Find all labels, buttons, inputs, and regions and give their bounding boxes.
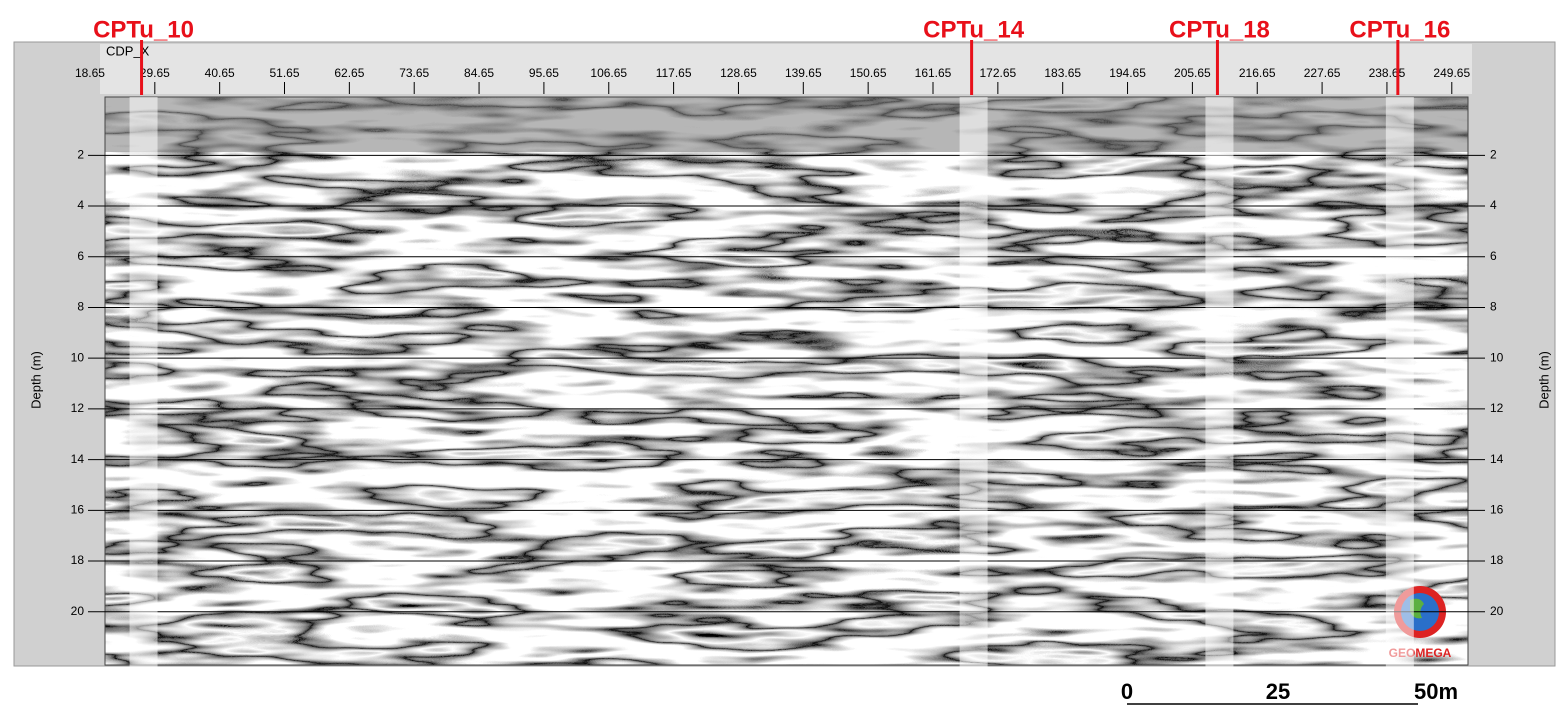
x-tick-label: 117.65 bbox=[656, 66, 692, 80]
y-axis-label: Depth (m) bbox=[28, 351, 43, 409]
x-tick-label: 29.65 bbox=[140, 66, 170, 80]
x-tick-label: 106.65 bbox=[590, 66, 627, 80]
y-tick-label-right: 6 bbox=[1490, 249, 1497, 263]
cpt-label: CPTu_16 bbox=[1349, 16, 1450, 43]
cpt-log-strip bbox=[960, 97, 988, 673]
y-tick-label: 14 bbox=[71, 452, 85, 466]
y-tick-label: 12 bbox=[71, 401, 85, 415]
x-tick-label: 73.65 bbox=[399, 66, 429, 80]
y-tick-label-right: 10 bbox=[1490, 350, 1504, 364]
x-tick-label: 205.65 bbox=[1174, 66, 1211, 80]
section-figure: CDP_X Depth (m) Depth (m) 0 25 50m GEOME… bbox=[0, 0, 1557, 714]
y-tick-label: 6 bbox=[77, 249, 84, 263]
scale-bar: 0 25 50m bbox=[1121, 679, 1458, 704]
x-tick-label: 40.65 bbox=[205, 66, 235, 80]
seismic-texture bbox=[105, 97, 1468, 665]
cpt-log-strip bbox=[130, 97, 158, 673]
x-tick-label: 194.65 bbox=[1109, 66, 1146, 80]
x-tick-label: 238.65 bbox=[1369, 66, 1406, 80]
y-tick-label: 20 bbox=[71, 604, 85, 618]
seismic-image bbox=[105, 97, 1468, 665]
y-tick-label: 4 bbox=[77, 198, 84, 212]
x-tick-label: 216.65 bbox=[1239, 66, 1276, 80]
x-tick-label: 84.65 bbox=[464, 66, 494, 80]
x-tick-label: 172.65 bbox=[979, 66, 1016, 80]
y-tick-label-right: 12 bbox=[1490, 401, 1504, 415]
x-tick-label: 128.65 bbox=[720, 66, 757, 80]
x-tick-label: 51.65 bbox=[269, 66, 299, 80]
x-tick-label: 249.65 bbox=[1433, 66, 1470, 80]
cpt-label: CPTu_10 bbox=[93, 16, 194, 43]
cpt-log-strip bbox=[1386, 97, 1414, 673]
y-tick-label: 16 bbox=[71, 502, 85, 516]
x-tick-label: 183.65 bbox=[1044, 66, 1081, 80]
scale-label: 50m bbox=[1414, 679, 1458, 704]
x-axis-label: CDP_X bbox=[106, 43, 150, 58]
cpt-label: CPTu_18 bbox=[1169, 16, 1270, 43]
x-tick-label: 95.65 bbox=[529, 66, 559, 80]
scale-label: 25 bbox=[1266, 679, 1290, 704]
y-tick-label-right: 2 bbox=[1490, 147, 1497, 161]
y-axis-label-right: Depth (m) bbox=[1536, 351, 1551, 409]
y-tick-label-right: 20 bbox=[1490, 604, 1504, 618]
y-tick-label: 10 bbox=[71, 350, 85, 364]
y-tick-label-right: 18 bbox=[1490, 553, 1504, 567]
y-tick-label-right: 16 bbox=[1490, 502, 1504, 516]
x-tick-label: 18.65 bbox=[75, 66, 105, 80]
y-tick-label-right: 14 bbox=[1490, 452, 1504, 466]
x-tick-label: 161.65 bbox=[915, 66, 952, 80]
cpt-log-strip bbox=[1205, 97, 1233, 673]
y-tick-label: 18 bbox=[71, 553, 85, 567]
y-tick-label: 2 bbox=[77, 147, 84, 161]
x-tick-label: 227.65 bbox=[1304, 66, 1341, 80]
y-tick-label: 8 bbox=[77, 300, 84, 314]
x-tick-label: 62.65 bbox=[334, 66, 364, 80]
top-noise bbox=[105, 97, 1468, 152]
y-tick-label-right: 4 bbox=[1490, 198, 1497, 212]
x-tick-label: 139.65 bbox=[785, 66, 822, 80]
x-tick-label: 150.65 bbox=[850, 66, 887, 80]
y-tick-label-right: 8 bbox=[1490, 300, 1497, 314]
cpt-label: CPTu_14 bbox=[923, 16, 1025, 43]
scale-label: 0 bbox=[1121, 679, 1133, 704]
